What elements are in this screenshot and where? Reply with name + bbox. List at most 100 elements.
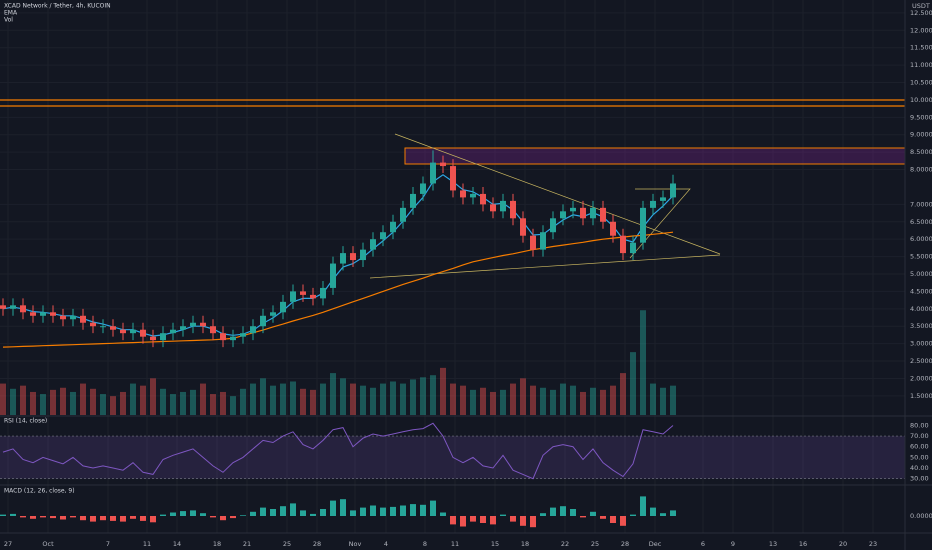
y-tick-label: 10.0000 bbox=[910, 96, 932, 104]
volume-bar bbox=[590, 387, 596, 415]
indicator-label: EMA bbox=[4, 10, 18, 17]
candle-body bbox=[480, 193, 486, 205]
trend-line bbox=[369, 254, 721, 279]
x-tick-label: 27 bbox=[4, 540, 12, 548]
volume-bar bbox=[380, 383, 386, 415]
volume-bar bbox=[190, 389, 196, 415]
volume-bar bbox=[360, 385, 366, 415]
volume-bar bbox=[300, 388, 306, 415]
candle-body bbox=[350, 253, 356, 261]
y-tick-label: 70.00 bbox=[910, 432, 929, 440]
volume-bar bbox=[130, 383, 136, 415]
candle-body bbox=[570, 207, 576, 212]
volume-bar bbox=[110, 396, 116, 415]
candle-body bbox=[660, 197, 666, 201]
x-tick-label: 8 bbox=[423, 540, 427, 548]
macd-bar bbox=[660, 513, 666, 516]
volume-bar bbox=[340, 378, 346, 415]
candle-body bbox=[560, 211, 566, 219]
volume-bar bbox=[160, 388, 166, 415]
macd-bar bbox=[330, 500, 336, 516]
candle-body bbox=[420, 183, 426, 194]
volume-bar bbox=[510, 383, 516, 415]
candle-body bbox=[650, 200, 656, 208]
macd-bar bbox=[600, 516, 606, 519]
macd-bar bbox=[370, 505, 376, 516]
volume-bar bbox=[390, 381, 396, 415]
candle-body bbox=[120, 329, 126, 334]
volume-bar bbox=[250, 383, 256, 415]
macd-bar bbox=[440, 512, 446, 516]
macd-bar bbox=[620, 516, 626, 526]
macd-bar bbox=[250, 511, 256, 516]
candle-body bbox=[160, 333, 166, 341]
supply-zone bbox=[404, 147, 906, 165]
macd-bar bbox=[520, 516, 526, 526]
y-tick-label: 5.0000 bbox=[910, 270, 932, 278]
macd-bar bbox=[460, 516, 466, 527]
macd-bar bbox=[530, 516, 536, 528]
macd-bar bbox=[470, 516, 476, 522]
volume-bar bbox=[660, 387, 666, 415]
volume-bar bbox=[600, 389, 606, 415]
macd-bar bbox=[650, 507, 656, 516]
y-tick-label: 2.0000 bbox=[910, 374, 932, 382]
candle-body bbox=[0, 305, 6, 309]
x-tick-label: Nov bbox=[349, 540, 362, 548]
candle-body bbox=[240, 333, 246, 337]
volume-bar bbox=[0, 383, 6, 415]
y-tick-label: 12.5000 bbox=[910, 9, 932, 17]
y-tick-label: 1.5000 bbox=[910, 392, 932, 400]
candle-body bbox=[200, 322, 206, 327]
volume-bar bbox=[530, 385, 536, 415]
volume-bar bbox=[470, 389, 476, 415]
x-tick-label: 4 bbox=[384, 540, 388, 548]
macd-bar bbox=[610, 516, 616, 523]
ma-line bbox=[2, 231, 674, 348]
macd-bar bbox=[60, 516, 66, 520]
candle-body bbox=[10, 305, 16, 309]
macd-bar bbox=[290, 503, 296, 516]
candle-body bbox=[210, 326, 216, 334]
macd-bar bbox=[450, 516, 456, 525]
drawings bbox=[0, 99, 906, 279]
macd-bar bbox=[480, 516, 486, 523]
macd-bar bbox=[590, 511, 596, 516]
volume-bar bbox=[440, 367, 446, 415]
candle-body bbox=[90, 322, 96, 327]
y-tick-label: 40.00 bbox=[910, 464, 929, 472]
x-tick-label: 23 bbox=[869, 540, 877, 548]
candle-body bbox=[510, 200, 516, 219]
macd-bar bbox=[140, 516, 146, 521]
candle-body bbox=[550, 218, 556, 233]
volume-bar bbox=[320, 383, 326, 415]
candle-body bbox=[540, 232, 546, 250]
volume-bar bbox=[370, 387, 376, 415]
candle-body bbox=[220, 333, 226, 341]
candle-body bbox=[230, 336, 236, 341]
volume-bar bbox=[40, 394, 46, 415]
candle-body bbox=[260, 315, 266, 327]
candle-body bbox=[250, 326, 256, 334]
volume-bar bbox=[150, 378, 156, 415]
volume-bar bbox=[610, 385, 616, 415]
volume-bar bbox=[490, 391, 496, 415]
macd-bar bbox=[30, 516, 36, 519]
x-tick-label: 25 bbox=[283, 540, 291, 548]
macd-bar bbox=[300, 510, 306, 516]
macd-bar bbox=[110, 516, 116, 521]
candle-body bbox=[520, 218, 526, 236]
marks-layer bbox=[0, 150, 676, 528]
x-tick-label: Oct bbox=[42, 540, 54, 548]
macd-bar bbox=[550, 507, 556, 516]
macd-bar bbox=[270, 509, 276, 516]
candle-body bbox=[500, 200, 506, 212]
candle-body bbox=[470, 193, 476, 198]
x-tick-label: 21 bbox=[243, 540, 251, 548]
volume-bar bbox=[650, 383, 656, 415]
volume-bar bbox=[540, 387, 546, 415]
candle-body bbox=[40, 312, 46, 316]
candle-body bbox=[130, 329, 136, 334]
macd-bar bbox=[20, 516, 26, 518]
macd-bar bbox=[490, 516, 496, 525]
